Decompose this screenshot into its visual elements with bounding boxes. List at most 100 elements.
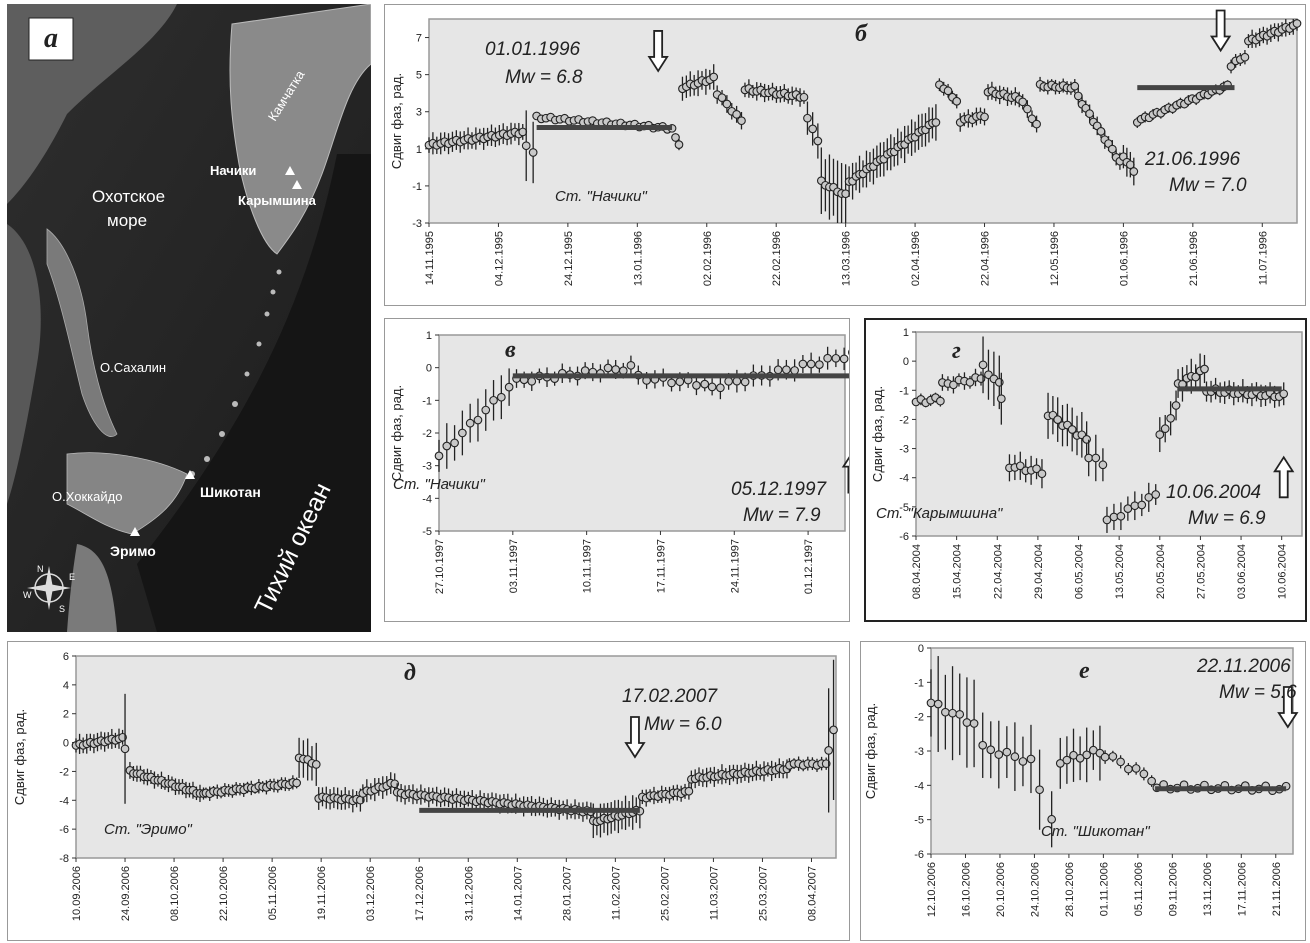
label-okhotsk: Охотское море — [92, 187, 170, 230]
x-tick-label: 08.10.2006 — [169, 866, 181, 921]
x-tick-label: 01.06.1996 — [1118, 231, 1130, 286]
data-point — [994, 750, 1004, 759]
event-arrow — [1209, 9, 1232, 53]
x-tick-label: 11.07.1996 — [1257, 231, 1269, 285]
x-tick-label: 03.06.2004 — [1236, 544, 1248, 599]
data-point — [700, 379, 710, 389]
data-point — [962, 718, 972, 727]
data-point — [936, 396, 945, 406]
data-point — [782, 365, 791, 375]
x-tick-label: 03.12.2006 — [365, 866, 377, 921]
map-letter: а — [44, 23, 58, 54]
data-point — [1037, 469, 1047, 479]
data-point — [933, 699, 943, 709]
event-arrow — [841, 456, 849, 494]
data-point — [948, 708, 957, 718]
plot-area — [75, 655, 837, 859]
data-point — [732, 109, 741, 119]
event-arrow — [647, 30, 669, 73]
data-point — [1147, 776, 1156, 786]
x-tick-label: 22.04.1996 — [980, 231, 992, 286]
data-point — [1139, 769, 1149, 779]
map-honshu — [67, 544, 117, 632]
x-tick-label: 24.12.1995 — [563, 231, 575, 286]
map-kamchatka — [229, 4, 371, 255]
x-tick-label: 10.11.1997 — [582, 539, 594, 593]
data-point — [1085, 109, 1094, 118]
data-point — [1129, 167, 1139, 176]
x-tick-label: 24.10.2006 — [1029, 862, 1041, 917]
x-tick-label: 12.10.2006 — [926, 862, 938, 917]
x-tick-label: 02.02.1996 — [702, 231, 714, 286]
station-shikotan-marker — [185, 470, 195, 479]
station-karymshina-marker — [292, 180, 302, 189]
event-magnitude: Mw = 6.9 — [1188, 508, 1266, 529]
data-point — [1160, 424, 1170, 434]
data-point — [813, 136, 823, 146]
data-point — [722, 99, 732, 109]
chart-letter: е — [1079, 658, 1090, 684]
data-point — [1010, 752, 1020, 762]
data-point — [667, 378, 676, 388]
x-tick-label: 31.12.2006 — [463, 866, 475, 921]
data-point — [1124, 764, 1133, 774]
map-sakhalin — [46, 228, 118, 437]
data-point — [481, 405, 491, 415]
data-point — [603, 363, 613, 373]
y-tick-label: 4 — [63, 680, 69, 692]
y-tick-label: -4 — [422, 493, 432, 505]
data-point — [740, 377, 750, 387]
x-tick-label: 02.04.1996 — [910, 231, 922, 286]
data-point — [1116, 757, 1125, 767]
data-point — [707, 382, 717, 392]
event-magnitude: Mw = 7.0 — [1169, 175, 1247, 196]
data-point — [1067, 425, 1077, 434]
y-tick-label: 3 — [416, 107, 422, 119]
chart-letter: г — [952, 338, 961, 364]
x-tick-label: 01.11.2006 — [1098, 862, 1110, 916]
y-tick-label: 0 — [918, 643, 924, 655]
data-point — [978, 360, 988, 370]
data-point — [1032, 119, 1041, 129]
station-nachiki-marker — [285, 166, 295, 175]
label-nachiki: Начики — [210, 163, 256, 178]
y-tick-label: 0 — [63, 738, 69, 750]
data-point — [442, 441, 452, 451]
x-tick-label: 13.11.2006 — [1202, 862, 1214, 916]
event-date: 01.01.1996 — [485, 39, 581, 60]
y-tick-label: 0 — [426, 363, 432, 375]
data-point — [580, 366, 590, 375]
x-tick-label: 04.12.1995 — [493, 231, 505, 286]
data-point — [941, 707, 950, 717]
data-point — [1047, 814, 1057, 824]
event-date: 10.06.2004 — [1166, 482, 1261, 503]
data-point — [458, 428, 467, 438]
x-tick-label: 17.11.1997 — [655, 539, 667, 593]
x-tick-label: 08.04.2004 — [911, 544, 923, 599]
x-tick-label: 20.05.2004 — [1155, 544, 1167, 599]
event-arrow — [1273, 455, 1295, 499]
data-point — [527, 376, 537, 386]
y-tick-label: 5 — [416, 70, 422, 82]
x-tick-label: 01.12.1997 — [803, 539, 815, 594]
x-tick-label: 28.01.2007 — [561, 866, 573, 921]
data-point — [1100, 752, 1110, 762]
event-date: 22.11.2006 — [1196, 656, 1291, 677]
y-tick-label: -1 — [422, 395, 432, 407]
event-date: 21.06.1996 — [1144, 149, 1241, 170]
y-tick-label: -2 — [914, 712, 924, 724]
data-point — [521, 141, 531, 151]
data-point — [1166, 413, 1175, 423]
label-shikotan: Шикотан — [200, 484, 261, 500]
data-point — [1096, 127, 1106, 136]
station-erimo-marker — [130, 527, 140, 536]
map-letter-box — [28, 17, 74, 61]
y-tick-label: 0 — [903, 356, 909, 368]
map-trench — [137, 154, 371, 632]
data-point — [1130, 501, 1140, 511]
compass-e: E — [69, 572, 75, 582]
data-point — [674, 140, 684, 149]
compass-w: W — [23, 590, 32, 600]
x-tick-label: 24.09.2006 — [120, 866, 132, 921]
x-tick-label: 21.06.1996 — [1188, 231, 1200, 286]
